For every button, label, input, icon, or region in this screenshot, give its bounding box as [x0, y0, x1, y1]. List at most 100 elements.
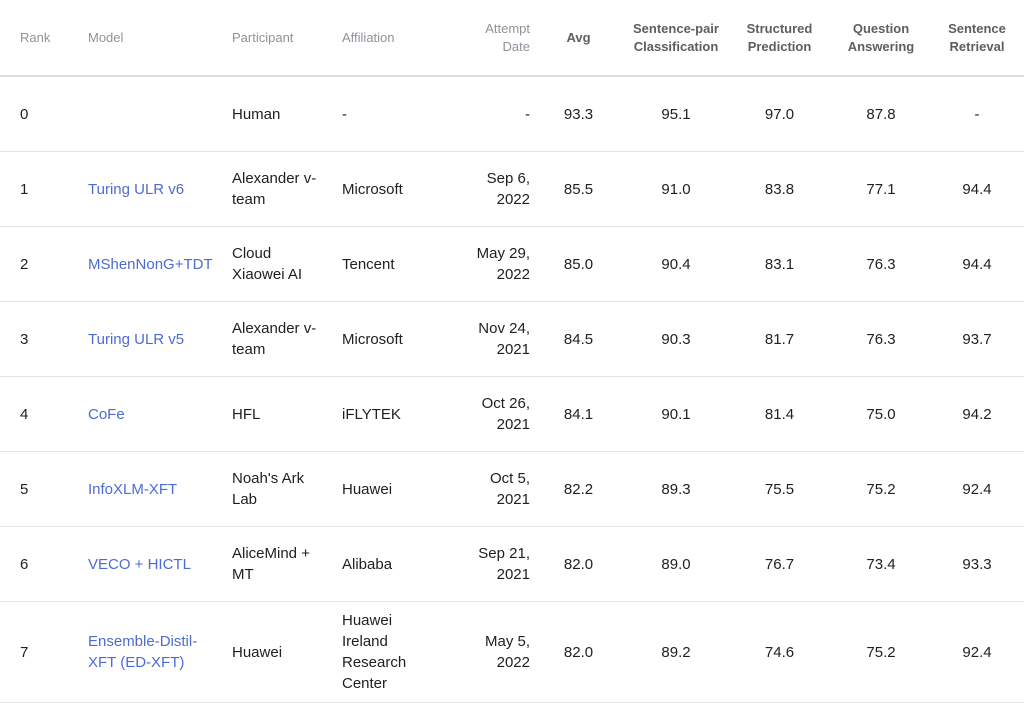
cell-avg: 81.7 [532, 702, 625, 713]
cell-avg: 82.2 [532, 451, 625, 527]
column-header-sr: Sentence Retrieval [930, 0, 1024, 77]
table-row-rank-4: 4 CoFe HFL iFLYTEK Oct 26, 2021 84.1 90.1 81.4 7… [0, 376, 1024, 452]
cell-qa: 77.1 [832, 151, 930, 227]
cell-rank: 0 [0, 76, 68, 152]
cell-participant: Cloud Xiaowei AI [226, 226, 336, 302]
table-row-rank-7: 7 Ensemble-Distil-XFT (ED-XFT) Huawei Huawe… [0, 601, 1024, 703]
cell-avg: 93.3 [532, 76, 625, 152]
cell-sp: 83.1 [727, 226, 832, 302]
cell-attempt_date: Nov 24, 2021 [452, 301, 532, 377]
cell-sp: 75.5 [727, 451, 832, 527]
cell-spc: 89.0 [625, 526, 727, 602]
cell-affiliation: Huawei Ireland Research Center [336, 601, 452, 703]
table-row-rank-2: 2 MShenNonG+TDT Cloud Xiaowei AI Tencent May… [0, 226, 1024, 302]
cell-affiliation: Huawei [336, 451, 452, 527]
header-row: Rank Model Participant Affiliation Attempt D… [0, 0, 1024, 77]
cell-participant: Alexander v-team [226, 151, 336, 227]
cell-participant: Huawei [226, 601, 336, 703]
cell-rank: 2 [0, 226, 68, 302]
cell-qa: 87.8 [832, 76, 930, 152]
cell-spc: 90.4 [625, 226, 727, 302]
cell-rank: 4 [0, 376, 68, 452]
column-header-spc: Sentence-pair Classification [625, 0, 727, 77]
cell-sp: 81.4 [727, 376, 832, 452]
cell-sr: 94.2 [930, 376, 1024, 452]
cell-affiliation: iFLYTEK [336, 376, 452, 452]
cell-participant: Human [226, 76, 336, 152]
cell-model: Ensemble-Distil-XFT (ED-XFT) [68, 601, 226, 703]
table-row-rank-5: 5 InfoXLM-XFT Noah's Ark Lab Huawei Oct 5, 2… [0, 451, 1024, 527]
table-row-rank-6: 6 VECO + HICTL AliceMind + MT Alibaba Sep 21… [0, 526, 1024, 602]
cell-rank: 3 [0, 301, 68, 377]
cell-model: InfoXLM-XFT [68, 451, 226, 527]
cell-participant: AliceMind + MT [226, 526, 336, 602]
cell-rank: 6 [0, 526, 68, 602]
cell-participant: Noah's Ark Lab [226, 451, 336, 527]
cell-model: VECO + HICTL [68, 526, 226, 602]
cell-sp: 74.6 [727, 601, 832, 703]
cell-avg: 82.0 [532, 526, 625, 602]
table-row-rank-0: 0 Human - -93.3 95.1 97.0 87.8- [0, 76, 1024, 152]
cell-spc: 95.1 [625, 76, 727, 152]
cell-sp: 97.0 [727, 76, 832, 152]
model-link[interactable]: CoFe [88, 405, 125, 423]
cell-model: Turing ULR v5 [68, 301, 226, 377]
cell-qa: 75.0 [832, 376, 930, 452]
cell-rank: 1 [0, 151, 68, 227]
cell-avg: 84.1 [532, 376, 625, 452]
column-header-attempt_date: Attempt Date [452, 0, 532, 77]
model-link[interactable]: InfoXLM-XFT [88, 480, 178, 498]
cell-qa: 75.2 [832, 451, 930, 527]
cell-attempt_date: May 5, 2022 [452, 601, 532, 703]
column-header-sp: Structured Prediction [727, 0, 832, 77]
cell-sp: 83.8 [727, 151, 832, 227]
cell-spc: 88.3 [625, 702, 727, 713]
cell-avg: 85.5 [532, 151, 625, 227]
model-link[interactable]: Ensemble-Distil-XFT (ED-XFT) [88, 633, 198, 671]
cell-avg: 85.0 [532, 226, 625, 302]
cell-sr: 94.4 [930, 151, 1024, 227]
cell-sr: 90.8 [930, 702, 1024, 713]
cell-affiliation: Microsoft [336, 301, 452, 377]
column-header-affiliation: Affiliation [336, 0, 452, 77]
table-row-rank-8: 8PolyglotMLNLCByteDanceApr 29, 202181.78… [0, 702, 1024, 713]
cell-affiliation: Microsoft [336, 151, 452, 227]
cell-attempt_date: Oct 26, 2021 [452, 376, 532, 452]
column-header-participant: Participant [226, 0, 336, 77]
cell-model: Polyglot [68, 702, 226, 713]
model-link[interactable]: VECO + HICTL [88, 555, 191, 573]
cell-avg: 82.0 [532, 601, 625, 703]
cell-spc: 89.3 [625, 451, 727, 527]
cell-affiliation: Tencent [336, 226, 452, 302]
cell-attempt_date: Apr 29, 2021 [452, 702, 532, 713]
cell-sr: 92.4 [930, 601, 1024, 703]
cell-qa: 71.9 [832, 702, 930, 713]
cell-attempt_date: May 29, 2022 [452, 226, 532, 302]
cell-qa: 76.3 [832, 226, 930, 302]
table-row-rank-3: 3 Turing ULR v5 Alexander v-team Microsoft N… [0, 301, 1024, 377]
table-header: Rank Model Participant Affiliation Attempt D… [0, 0, 1024, 77]
cell-model [68, 76, 226, 152]
cell-qa: 75.2 [832, 601, 930, 703]
model-link[interactable]: Turing ULR v5 [88, 330, 185, 348]
cell-sr: 93.7 [930, 301, 1024, 377]
column-header-qa: Question Answering [832, 0, 930, 77]
cell-sp: 80.6 [727, 702, 832, 713]
model-link[interactable]: MShenNonG+TDT [88, 255, 213, 273]
cell-attempt_date: Sep 21, 2021 [452, 526, 532, 602]
column-header-avg: Avg [532, 0, 625, 77]
cell-participant: MLNLC [226, 702, 336, 713]
cell-attempt_date: Sep 6, 2022 [452, 151, 532, 227]
cell-affiliation: Alibaba [336, 526, 452, 602]
cell-affiliation: - [336, 76, 452, 152]
cell-participant: HFL [226, 376, 336, 452]
cell-model: Turing ULR v6 [68, 151, 226, 227]
model-link[interactable]: Turing ULR v6 [88, 180, 185, 198]
cell-attempt_date: Oct 5, 2021 [452, 451, 532, 527]
cell-attempt_date: - [452, 76, 532, 152]
cell-spc: 91.0 [625, 151, 727, 227]
cell-sr: 92.4 [930, 451, 1024, 527]
table-row-rank-1: 1 Turing ULR v6 Alexander v-team Microsoft S… [0, 151, 1024, 227]
